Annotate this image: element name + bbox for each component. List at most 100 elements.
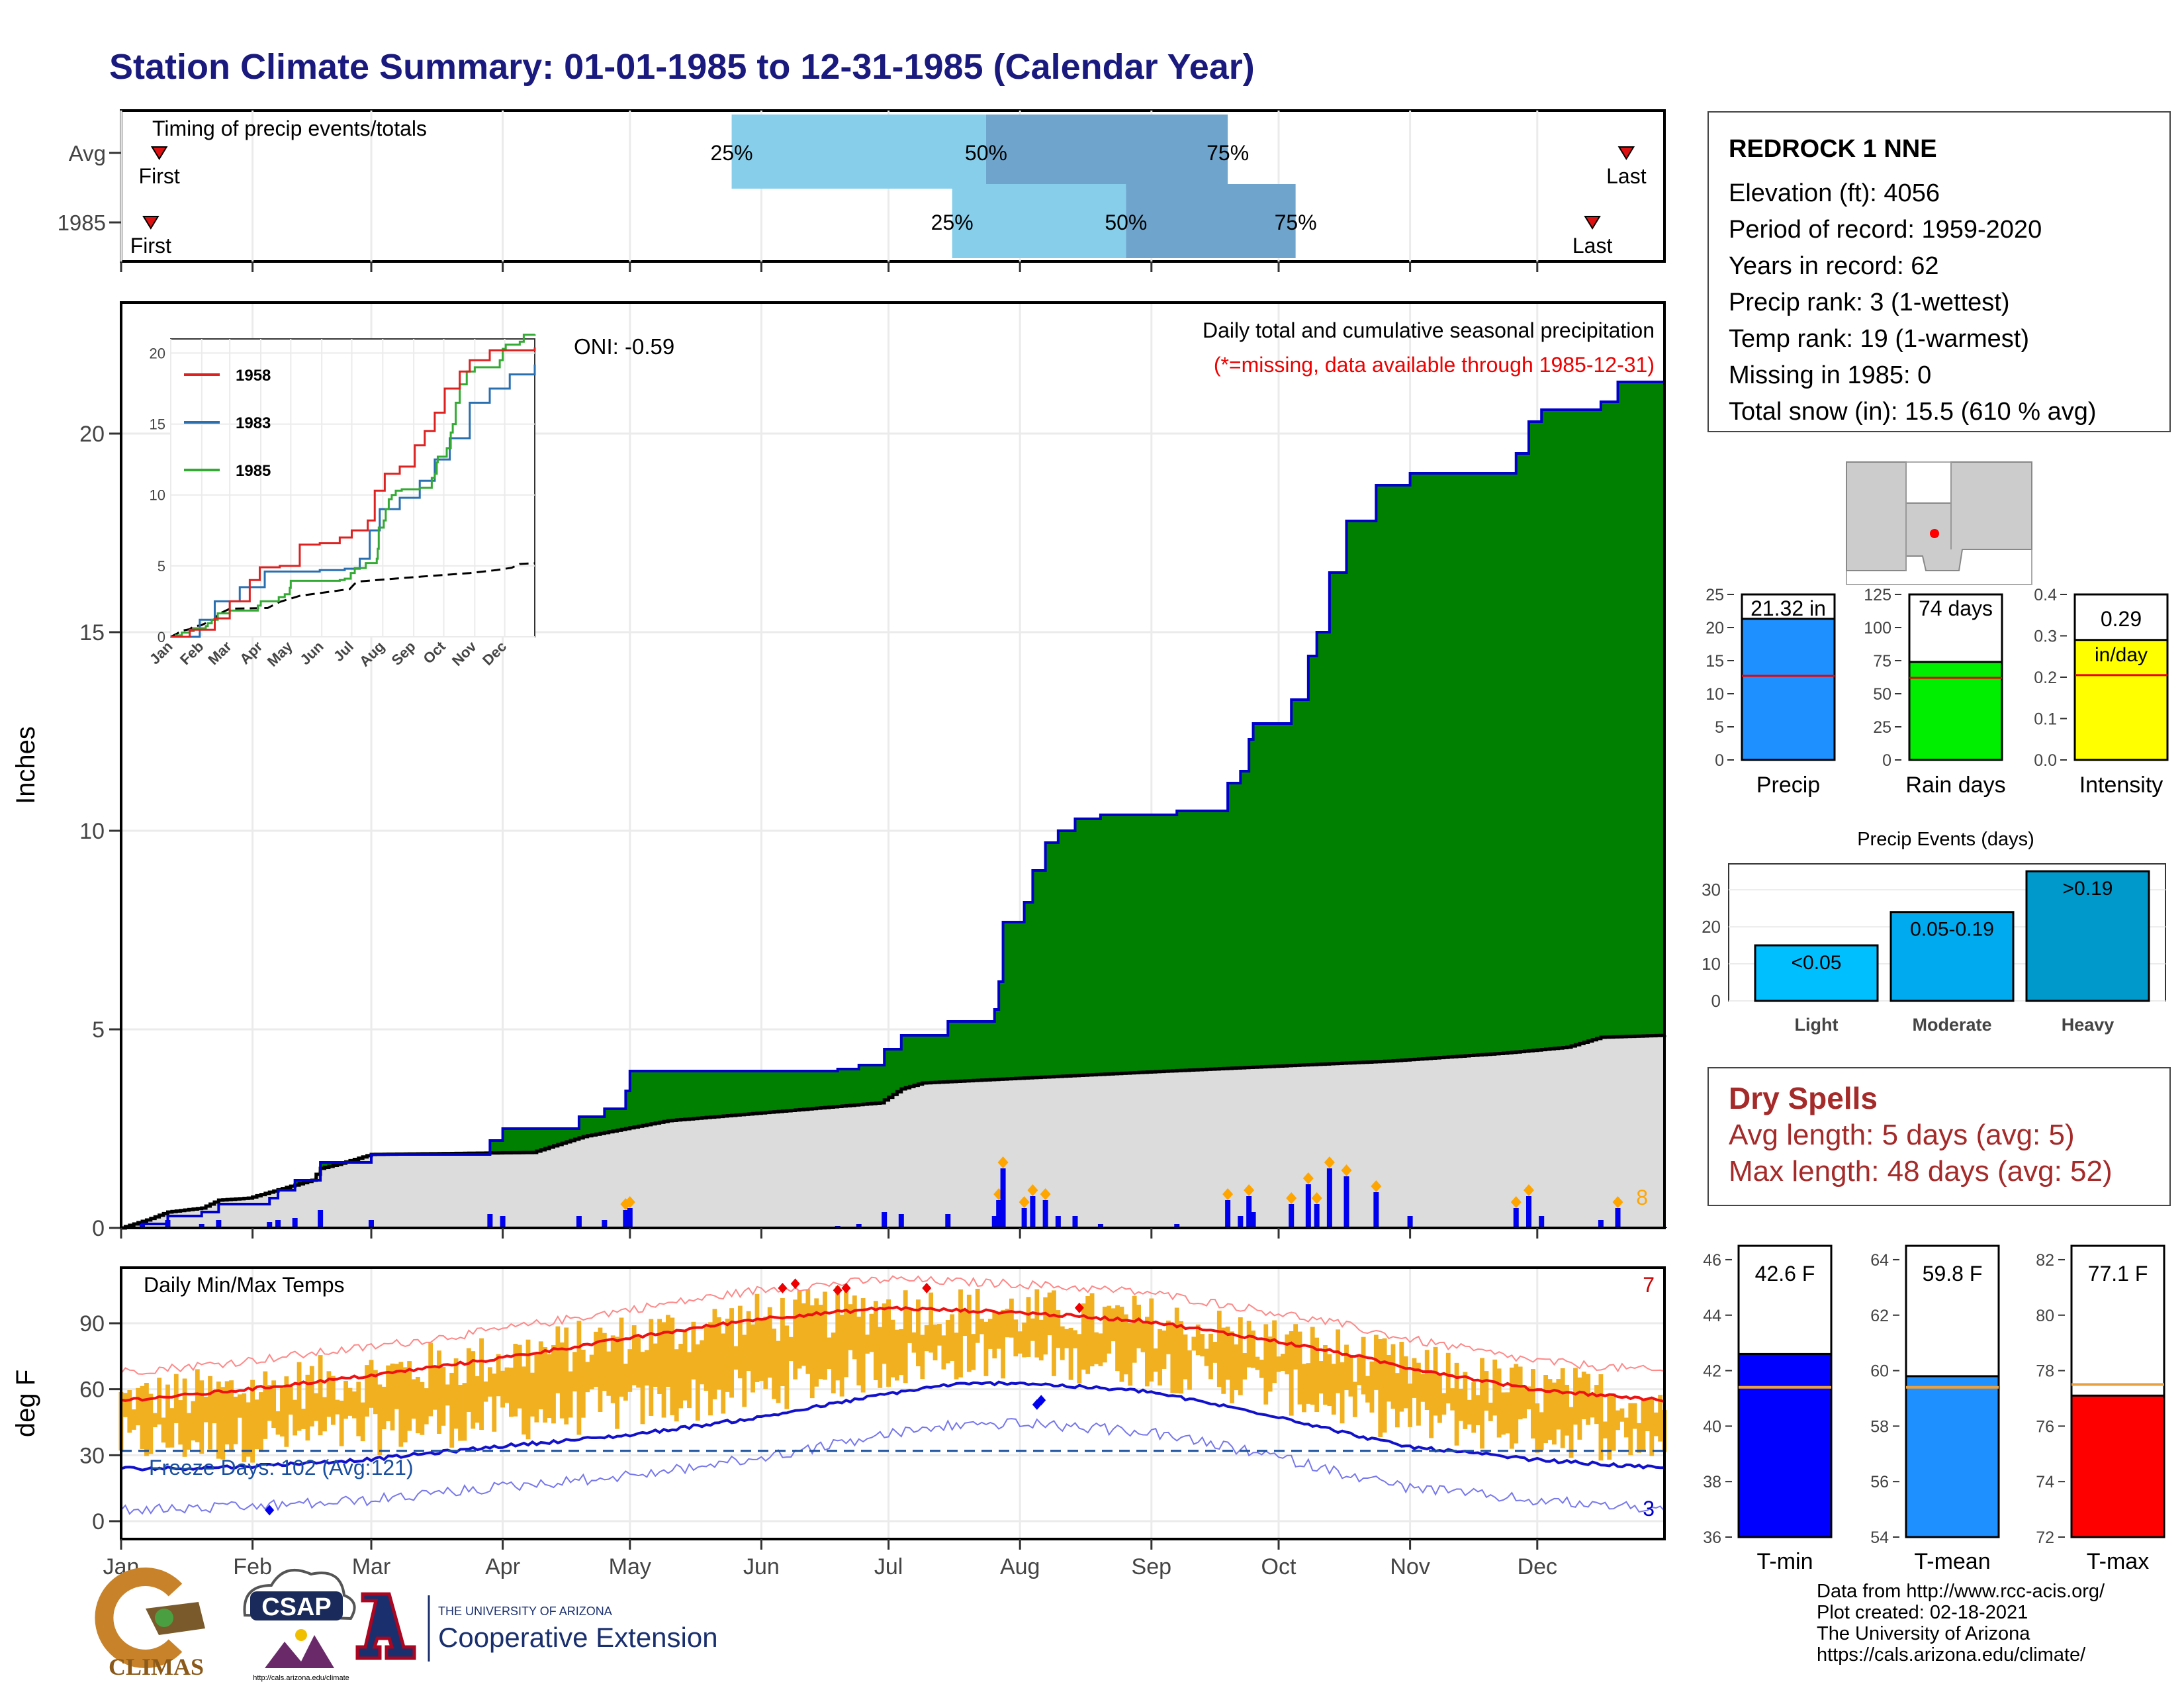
daily-temp-bar (551, 1344, 556, 1424)
daily-precip-bar (1314, 1204, 1320, 1228)
tmini-tick-label: 62 (1870, 1307, 1889, 1325)
daily-temp-bar (1467, 1399, 1472, 1425)
record-high-marker (833, 1285, 842, 1296)
events-bar-range: 0.05-0.19 (1910, 919, 1994, 941)
daily-temp-bar (950, 1314, 955, 1361)
daily-temp-bar (1454, 1362, 1459, 1446)
daily-temp-bar (996, 1313, 1001, 1349)
daily-temp-bar (1001, 1309, 1005, 1379)
mini-tick-label: 25 (1873, 718, 1891, 737)
daily-precip-bar (1289, 1204, 1295, 1228)
daily-temp-bar (1530, 1369, 1535, 1439)
daily-temp-bar (424, 1388, 429, 1425)
daily-temp-bar (860, 1298, 866, 1393)
daily-temp-bar (1094, 1332, 1099, 1364)
daily-precip-bar (1238, 1216, 1244, 1228)
last-marker (1584, 216, 1601, 230)
daily-temp-bar (343, 1381, 348, 1419)
daily-temp-bar (805, 1289, 811, 1374)
extreme-precip-marker (1324, 1156, 1335, 1168)
inset-legend-label: 1983 (236, 414, 271, 432)
daily-temp-bar (1009, 1298, 1014, 1338)
daily-temp-bar (1471, 1382, 1477, 1433)
credit-source: Data from http://www.rcc-acis.org/ (1817, 1581, 2105, 1602)
daily-temp-bar (522, 1366, 527, 1435)
daily-temp-bar (856, 1317, 862, 1385)
page-title: Station Climate Summary: 01-01-1985 to 1… (109, 47, 1255, 87)
daily-temp-bar (136, 1387, 141, 1426)
timing-row-label: Avg (69, 141, 106, 165)
daily-temp-bar (208, 1376, 212, 1450)
station-period: Period of record: 1959-2020 (1729, 216, 2042, 244)
daily-temp-bar (237, 1394, 242, 1418)
daily-temp-bar (402, 1367, 408, 1442)
daily-temp-bar (886, 1299, 891, 1387)
inset-legend-label: 1958 (236, 367, 271, 385)
daily-temp-bar (818, 1304, 823, 1380)
daily-precip-bar (368, 1220, 374, 1228)
timing-last: Last (1572, 234, 1613, 258)
mini-tick-label: 100 (1864, 619, 1891, 637)
daily-temp-bar (809, 1305, 815, 1399)
daily-temp-bar (1204, 1348, 1209, 1366)
record-high-marker (790, 1278, 800, 1289)
daily-temp-bar (1408, 1383, 1413, 1427)
daily-temp-bar (441, 1367, 446, 1426)
daily-precip-bar (856, 1224, 862, 1228)
timing-q75: 75% (1275, 211, 1317, 234)
daily-temp-bar (1390, 1344, 1396, 1409)
daily-precip-bar (627, 1208, 633, 1228)
daily-temp-bar (1403, 1356, 1408, 1409)
daily-temp-bar (263, 1371, 268, 1439)
daily-temp-bar (1560, 1368, 1565, 1448)
daily-temp-bar (1208, 1333, 1213, 1380)
daily-temp-bar (1102, 1306, 1107, 1363)
daily-precip-bar (1000, 1168, 1006, 1228)
tmini-tick-label: 58 (1870, 1417, 1889, 1436)
daily-temp-bar (1230, 1331, 1234, 1403)
daily-temp-bar (1306, 1363, 1311, 1404)
daily-temp-bar (788, 1336, 794, 1362)
daily-temp-bar (1607, 1395, 1612, 1460)
record-high-count: 7 (1643, 1273, 1655, 1297)
daily-temp-bar (580, 1349, 586, 1418)
daily-temp-bar (767, 1307, 772, 1378)
daily-temp-bar (398, 1362, 404, 1447)
daily-temp-bar (1089, 1293, 1095, 1367)
precip-y-tick-label: 5 (92, 1017, 105, 1043)
daily-temp-bar (780, 1297, 785, 1386)
daily-temp-bar (1318, 1361, 1324, 1394)
tmini-tick-label: 78 (2036, 1362, 2054, 1381)
oni-value: ONI: -0.59 (574, 334, 674, 359)
daily-temp-bar (598, 1327, 603, 1412)
daily-temp-bar (1073, 1330, 1077, 1348)
daily-temp-bar (428, 1342, 433, 1417)
mini-tick-label: 25 (1706, 586, 1724, 604)
extreme-precip-marker (1311, 1192, 1322, 1204)
daily-temp-bar (212, 1390, 217, 1424)
daily-temp-bar (631, 1325, 637, 1385)
daily-temp-bar (1212, 1342, 1218, 1363)
tmini-tick-label: 54 (1870, 1528, 1889, 1547)
daily-temp-bar (1272, 1320, 1277, 1383)
daily-temp-bar (992, 1312, 997, 1359)
tmini-label: T-max (2087, 1549, 2149, 1574)
timing-bar-50-75 (985, 115, 1228, 189)
daily-temp-bar (407, 1361, 412, 1431)
daily-precip-bar (1042, 1200, 1048, 1228)
daily-temp-bar (589, 1354, 594, 1389)
daily-temp-bar (916, 1299, 921, 1366)
tmini-tick-label: 74 (2036, 1473, 2054, 1491)
daily-temp-bar (645, 1350, 649, 1386)
temperature-stat-bars: 36 38 40 42 44 46 42.6 F T-min 54 56 58 60 62 64 59.8 … (1703, 1244, 2165, 1574)
daily-temp-bar (169, 1408, 175, 1448)
daily-temp-bar (1216, 1310, 1222, 1387)
daily-temp-bar (339, 1400, 344, 1446)
daily-temp-bar (229, 1380, 234, 1452)
daily-temp-bar (797, 1289, 802, 1369)
daily-temp-bar (492, 1373, 497, 1432)
daily-temp-bar (1285, 1334, 1290, 1375)
station-precip-rank: Precip rank: 3 (1-wettest) (1729, 289, 2010, 316)
daily-temp-bar (831, 1333, 836, 1393)
record-low-count: 3 (1643, 1497, 1655, 1521)
